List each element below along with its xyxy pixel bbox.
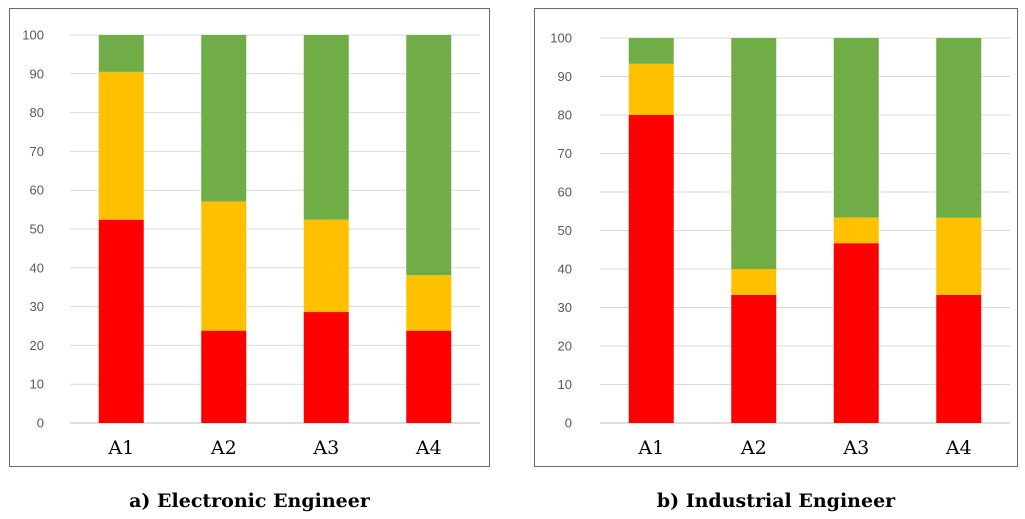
y-tick-label: 50 — [558, 223, 572, 238]
y-tick-label: 40 — [558, 262, 572, 277]
y-tick-label: 100 — [550, 31, 572, 46]
x-tick-label: A1 — [107, 437, 134, 459]
y-tick-label: 90 — [558, 69, 572, 84]
bar-segment-a3-s3 — [303, 35, 349, 220]
chart-caption-electronic: a) Electronic Engineer — [129, 490, 370, 512]
bar-segment-a4-s1 — [936, 294, 982, 423]
x-tick-label: A3 — [842, 437, 869, 459]
y-tick-label: 20 — [30, 338, 44, 353]
y-tick-label: 10 — [558, 377, 572, 392]
bar-segment-a2-s3 — [731, 38, 777, 269]
chart-caption-industrial: b) Industrial Engineer — [656, 490, 896, 512]
y-tick-label: 70 — [30, 144, 44, 159]
bar-segment-a2-s2 — [731, 269, 777, 295]
bar-segment-a4-s2 — [936, 217, 982, 295]
chart-panel-electronic: 0 10 20 30 40 50 60 70 80 90 100 A1 A2 A3 A4 — [9, 8, 490, 467]
bar-segment-a1-s2 — [628, 63, 674, 115]
bar-segment-a2-s1 — [201, 330, 247, 423]
bar-segment-a3-s2 — [833, 217, 879, 244]
x-tick-label: A4 — [945, 437, 972, 459]
y-tick-label: 100 — [22, 28, 44, 43]
y-tick-label: 10 — [30, 377, 44, 392]
y-tick-label: 90 — [30, 66, 44, 81]
y-tick-label: 30 — [558, 300, 572, 315]
bar-segment-a4-s2 — [406, 275, 452, 331]
bar-segment-a1-s1 — [98, 219, 144, 423]
y-tick-label: 80 — [30, 105, 44, 120]
y-tick-label: 0 — [565, 416, 572, 431]
stacked-bar-chart-electronic: 0 10 20 30 40 50 60 70 80 90 100 A1 A2 A3 A4 — [22, 28, 480, 459]
y-tick-label: 70 — [558, 146, 572, 161]
bar-segment-a4-s1 — [406, 330, 452, 423]
bar-segment-a3-s3 — [833, 38, 879, 218]
x-tick-label: A4 — [415, 437, 442, 459]
x-tick-label: A2 — [210, 437, 237, 459]
y-tick-label: 60 — [558, 185, 572, 200]
x-tick-label: A2 — [740, 437, 767, 459]
y-tick-label: 0 — [37, 416, 44, 431]
bar-segment-a4-s3 — [936, 38, 982, 218]
bar-segment-a2-s3 — [201, 35, 247, 202]
y-tick-label: 80 — [558, 108, 572, 123]
bar-segment-a3-s1 — [303, 312, 349, 423]
bar-segment-a3-s1 — [833, 243, 879, 423]
bar-segment-a1-s3 — [628, 38, 674, 64]
y-tick-label: 50 — [30, 222, 44, 237]
bar-segment-a3-s2 — [303, 219, 349, 313]
bar-segment-a4-s3 — [406, 35, 452, 276]
bar-segment-a2-s1 — [731, 294, 777, 423]
y-tick-label: 40 — [30, 260, 44, 275]
bar-segment-a1-s3 — [98, 35, 144, 72]
y-tick-label: 60 — [30, 183, 44, 198]
y-tick-label: 20 — [558, 339, 572, 354]
x-tick-label: A3 — [312, 437, 339, 459]
y-tick-label: 30 — [30, 299, 44, 314]
bar-segment-a2-s2 — [201, 201, 247, 331]
bar-segment-a1-s1 — [628, 115, 674, 423]
stacked-bar-chart-industrial: 0 10 20 30 40 50 60 70 80 90 100 A1 A2 A3 A4 — [550, 31, 1010, 459]
bar-segment-a1-s2 — [98, 71, 144, 220]
x-tick-label: A1 — [637, 437, 664, 459]
chart-panel-industrial: 0 10 20 30 40 50 60 70 80 90 100 A1 A2 A3 A4 — [534, 8, 1018, 467]
